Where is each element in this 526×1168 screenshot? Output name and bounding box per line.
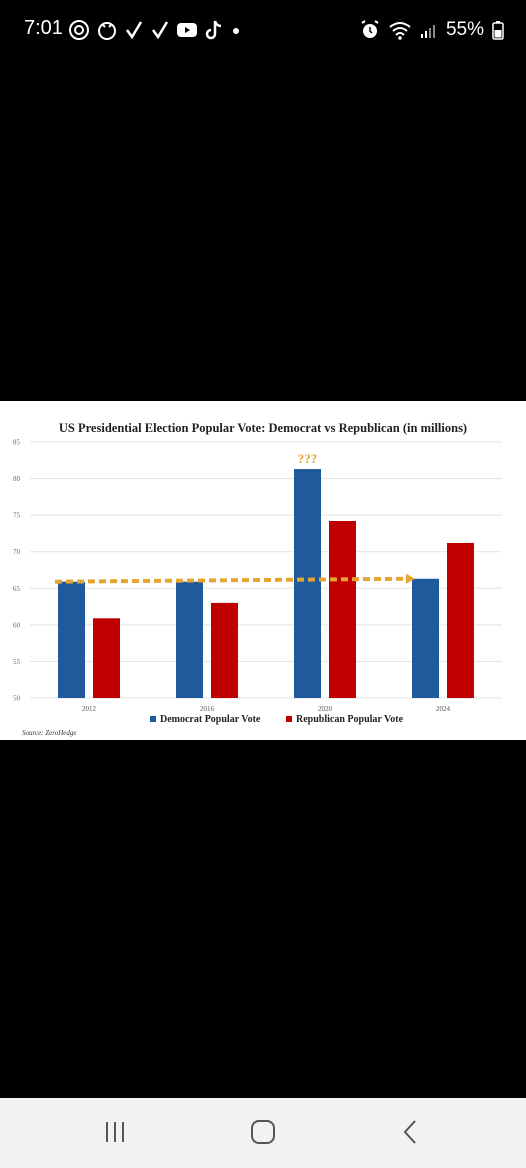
y-tick-label: 55 — [13, 658, 21, 666]
home-button[interactable] — [243, 1116, 283, 1148]
status-time: 7:01 — [24, 17, 63, 39]
democrat-bar — [176, 581, 203, 698]
tiktok-icon — [205, 20, 222, 40]
y-tick-label: 70 — [13, 548, 21, 556]
legend-label: Democrat Popular Vote — [160, 714, 261, 725]
democrat-bar — [294, 469, 321, 698]
x-tick-label: 2016 — [200, 705, 215, 713]
bar-chart: US Presidential Election Popular Vote: D… — [13, 421, 502, 737]
battery-percent: 55% — [445, 19, 484, 40]
annotation-text: ??? — [298, 451, 318, 466]
republican-bar — [211, 602, 238, 698]
chart-title: US Presidential Election Popular Vote: D… — [59, 421, 467, 435]
status-bar: 7:01 55% — [0, 0, 526, 60]
recents-icon — [106, 1122, 124, 1142]
x-tick-label: 2020 — [318, 705, 333, 713]
democrat-bar — [58, 581, 85, 698]
y-tick-label: 85 — [13, 439, 21, 447]
back-icon — [403, 1120, 416, 1144]
signal-icon — [420, 25, 435, 38]
wifi-icon — [389, 22, 411, 40]
trend-arrow — [54, 576, 407, 584]
legend-swatch — [150, 716, 156, 722]
y-tick-label: 50 — [13, 695, 21, 703]
y-tick-label: 75 — [13, 512, 21, 520]
legend-label: Republican Popular Vote — [296, 714, 404, 725]
recents-button[interactable] — [95, 1116, 135, 1148]
nav-bar — [0, 1098, 526, 1168]
notification-icons — [68, 16, 242, 44]
chart-card: US Presidential Election Popular Vote: D… — [0, 401, 526, 740]
y-tick-label: 80 — [13, 475, 21, 483]
republican-bar — [93, 618, 120, 698]
republican-bar — [447, 542, 474, 698]
back-button[interactable] — [390, 1116, 430, 1148]
dot-icon — [233, 28, 239, 34]
youtube-icon — [177, 23, 197, 37]
legend-swatch — [286, 716, 292, 722]
status-right: 55% — [360, 16, 504, 44]
threads-icon — [69, 20, 89, 40]
battery-icon — [492, 21, 504, 40]
home-icon — [251, 1120, 275, 1144]
chart-source: Source: ZeroHedge — [22, 729, 77, 737]
check-icon — [151, 21, 169, 40]
alarm-icon — [361, 20, 379, 38]
x-tick-label: 2012 — [82, 705, 97, 713]
republican-bar — [329, 520, 356, 698]
y-tick-label: 65 — [13, 585, 21, 593]
y-tick-label: 60 — [13, 621, 21, 629]
chicken-app-icon — [98, 22, 116, 40]
x-tick-label: 2024 — [436, 705, 451, 713]
trend-arrowhead — [406, 573, 415, 584]
democrat-bar — [412, 578, 439, 698]
check-icon — [125, 21, 143, 40]
